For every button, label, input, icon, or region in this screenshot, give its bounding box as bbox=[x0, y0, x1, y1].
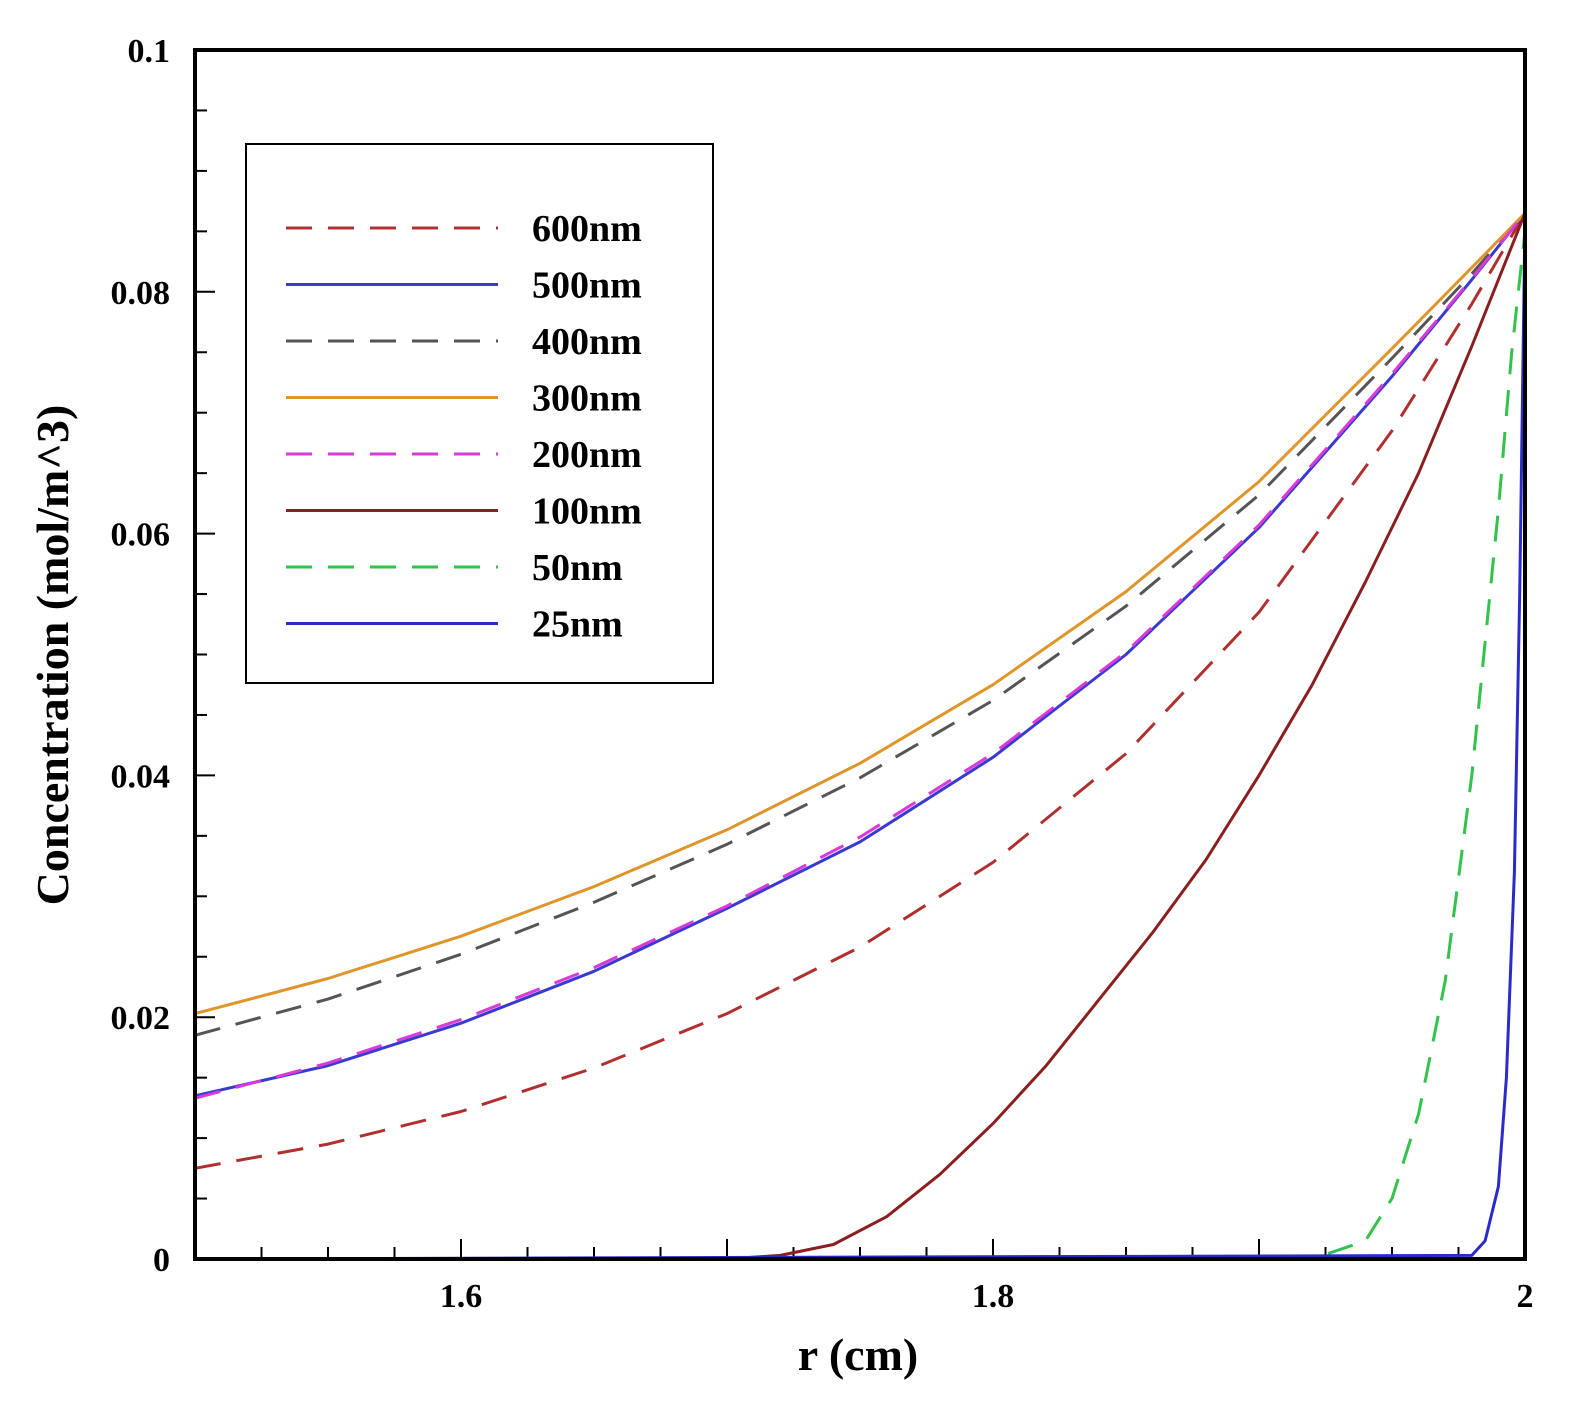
x-tick-label: 1.8 bbox=[972, 1278, 1015, 1315]
y-tick-label: 0.08 bbox=[111, 275, 171, 312]
series-line-200nm bbox=[194, 212, 1527, 1100]
y-tick-label: 0.1 bbox=[128, 33, 171, 70]
series-line-300nm bbox=[194, 212, 1527, 1016]
y-axis-title: Concentration (mol/m^3) bbox=[27, 405, 78, 906]
legend-label-400nm: 400nm bbox=[532, 321, 642, 363]
legend: 600nm 500nm 400nm 300nm 200nm 100nm 50nm 25nm bbox=[245, 143, 714, 684]
y-tick-label: 0.04 bbox=[111, 758, 171, 795]
x-axis-title: r (cm) bbox=[798, 1329, 918, 1380]
legend-label-50nm: 50nm bbox=[532, 547, 623, 589]
legend-label-200nm: 200nm bbox=[532, 434, 642, 476]
legend-box bbox=[245, 143, 714, 684]
plot-frame bbox=[193, 48, 1527, 1261]
legend-label-25nm: 25nm bbox=[532, 604, 623, 646]
legend-label-100nm: 100nm bbox=[532, 491, 642, 533]
series-line-600nm bbox=[194, 212, 1527, 1170]
y-tick-label: 0 bbox=[153, 1242, 170, 1279]
y-tick-label: 0.06 bbox=[111, 517, 171, 554]
y-tick-label: 0.02 bbox=[111, 1000, 171, 1037]
legend-label-600nm: 600nm bbox=[532, 208, 642, 250]
x-tick-label: 1.6 bbox=[440, 1278, 483, 1315]
tick-labels: 0 0.02 0.04 0.06 0.08 0.1 1.6 1.8 2 bbox=[111, 33, 1534, 1315]
series-line-400nm bbox=[194, 212, 1527, 1037]
x-tick-label: 2 bbox=[1517, 1278, 1534, 1315]
legend-label-500nm: 500nm bbox=[532, 265, 642, 307]
legend-label-300nm: 300nm bbox=[532, 378, 642, 420]
series-line-25nm bbox=[194, 219, 1527, 1261]
